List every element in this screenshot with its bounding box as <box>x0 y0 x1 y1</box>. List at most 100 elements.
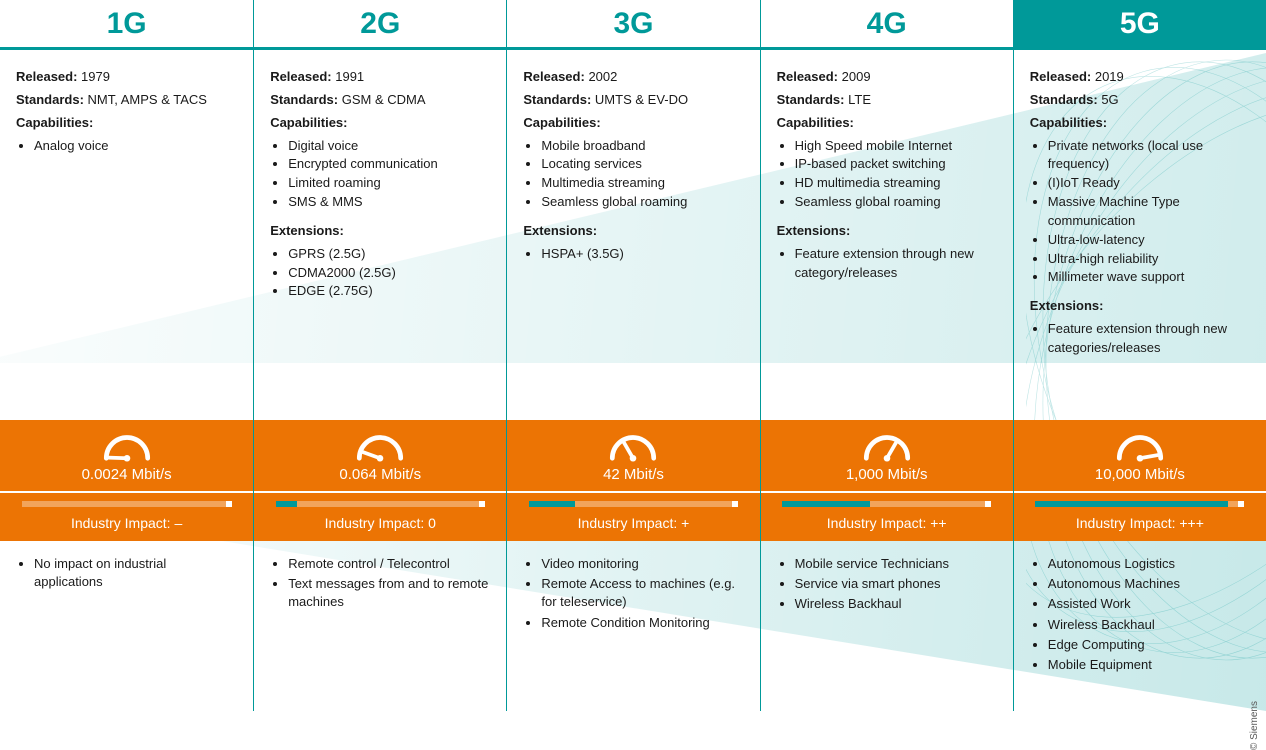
capability-item: High Speed mobile Internet <box>795 137 997 156</box>
extension-item: Feature extension through new category/r… <box>795 245 997 283</box>
released-row: Released: 2009 <box>777 68 997 87</box>
application-item: Autonomous Machines <box>1048 575 1250 593</box>
impact-progress-tip <box>226 501 232 507</box>
released-label: Released: <box>270 69 331 84</box>
details-panel: Released: 1991 Standards: GSM & CDMA Capab… <box>254 50 506 420</box>
released-label: Released: <box>16 69 77 84</box>
impact-label: Industry Impact: 0 <box>264 515 496 531</box>
released-value: 2002 <box>588 69 617 84</box>
impact-label: Industry Impact: +++ <box>1024 515 1256 531</box>
capability-item: Seamless global roaming <box>541 193 743 212</box>
application-item: Text messages from and to remote machine… <box>288 575 490 611</box>
capability-item: Limited roaming <box>288 174 490 193</box>
standards-label: Standards: <box>523 92 591 107</box>
released-row: Released: 2019 <box>1030 68 1250 87</box>
capabilities-list: High Speed mobile InternetIP-based packe… <box>777 137 997 212</box>
applications-list: No impact on industrial applications <box>16 555 237 591</box>
capabilities-label: Capabilities: <box>270 115 347 130</box>
impact-value: – <box>174 515 182 531</box>
capability-item: Mobile broadband <box>541 137 743 156</box>
copyright-text: © Siemens <box>1249 701 1260 750</box>
gauge-icon <box>350 430 410 462</box>
impact-progress <box>276 501 485 507</box>
standards-row: Standards: GSM & CDMA <box>270 91 490 110</box>
released-label: Released: <box>777 69 838 84</box>
details-panel: Released: 2019Standards: 5GCapabilities:… <box>1014 50 1266 420</box>
speed-value: 0.064 Mbit/s <box>262 466 498 483</box>
capabilities-label: Capabilities: <box>16 115 93 130</box>
extensions-label: Extensions: <box>270 223 344 238</box>
application-item: Assisted Work <box>1048 595 1250 613</box>
speed-band: 0.0024 Mbit/s <box>0 420 253 493</box>
impact-label: Industry Impact: ++ <box>771 515 1003 531</box>
details-panel: Released: 2002Standards: UMTS & EV-DOCap… <box>507 50 759 420</box>
standards-row: Standards: LTE <box>777 91 997 110</box>
released-label: Released: <box>523 69 584 84</box>
capability-item: SMS & MMS <box>288 193 490 212</box>
applications-panel: No impact on industrial applications <box>0 541 253 711</box>
capability-item: Millimeter wave support <box>1048 268 1250 287</box>
capability-item: Encrypted communication <box>288 155 490 174</box>
capability-item: HD multimedia streaming <box>795 174 997 193</box>
standards-label: Standards: <box>270 92 338 107</box>
extension-item: CDMA2000 (2.5G) <box>288 264 490 283</box>
standards-label: Standards: <box>777 92 845 107</box>
application-item: Wireless Backhaul <box>1048 616 1250 634</box>
applications-list: Remote control / TelecontrolText message… <box>270 555 490 612</box>
standards-label: Standards: <box>16 92 84 107</box>
applications-panel: Mobile service TechniciansService via sm… <box>761 541 1013 711</box>
application-item: Autonomous Logistics <box>1048 555 1250 573</box>
speed-value: 10,000 Mbit/s <box>1022 466 1258 483</box>
capability-item: IP-based packet switching <box>795 155 997 174</box>
capabilities-row: Capabilities: <box>523 114 743 133</box>
impact-band: Industry Impact: – <box>0 493 253 541</box>
impact-progress-fill <box>276 501 297 507</box>
impact-band: Industry Impact: +++ <box>1014 493 1266 541</box>
standards-row: Standards: NMT, AMPS & TACS <box>16 91 237 110</box>
standards-value: GSM & CDMA <box>342 92 426 107</box>
extensions-row: Extensions: <box>777 222 997 241</box>
generation-column: 2GReleased: 1991Standards: GSM & CDMACap… <box>253 0 506 711</box>
released-row: Released: 1991 <box>270 68 490 87</box>
generation-title: 3G <box>507 0 759 50</box>
capabilities-list: Digital voiceEncrypted communicationLimi… <box>270 137 490 212</box>
released-value: 2019 <box>1095 69 1124 84</box>
speed-band: 42 Mbit/s <box>507 420 759 493</box>
speed-band: 0.064 Mbit/s <box>254 420 506 493</box>
extension-item: EDGE (2.75G) <box>288 282 490 301</box>
capability-item: (I)IoT Ready <box>1048 174 1250 193</box>
applications-list: Autonomous Logistics Autonomous Machines A… <box>1030 555 1250 674</box>
generation-column: 3GReleased: 2002Standards: UMTS & EV-DOC… <box>506 0 759 711</box>
gauge-icon <box>603 430 663 462</box>
details-panel: Released: 2009Standards: LTECapabilities… <box>761 50 1013 420</box>
impact-progress-fill <box>529 501 575 507</box>
impact-band: Industry Impact: + <box>507 493 759 541</box>
capability-item: Analog voice <box>34 137 237 156</box>
extensions-list: Feature extension through new categories… <box>1030 320 1250 358</box>
gauge-icon <box>857 430 917 462</box>
impact-progress-tip <box>732 501 738 507</box>
standards-value: 5G <box>1101 92 1118 107</box>
capability-item: Private networks (local use frequency) <box>1048 137 1250 175</box>
application-item: Mobile Equipment <box>1048 656 1250 674</box>
extensions-row: Extensions: <box>270 222 490 241</box>
generation-title: 4G <box>761 0 1013 50</box>
impact-label: Industry Impact: + <box>517 515 749 531</box>
impact-value: ++ <box>930 515 946 531</box>
speed-value: 1,000 Mbit/s <box>769 466 1005 483</box>
capability-item: Massive Machine Type communication <box>1048 193 1250 231</box>
speed-value: 42 Mbit/s <box>515 466 751 483</box>
application-item: Remote Condition Monitoring <box>541 614 743 632</box>
speed-band: 1,000 Mbit/s <box>761 420 1013 493</box>
extensions-label: Extensions: <box>1030 298 1104 313</box>
speed-value: 0.0024 Mbit/s <box>8 466 245 483</box>
extensions-row: Extensions: <box>523 222 743 241</box>
impact-progress-tip <box>985 501 991 507</box>
applications-list: Mobile service TechniciansService via sm… <box>777 555 997 614</box>
application-item: Service via smart phones <box>795 575 997 593</box>
capability-item: Locating services <box>541 155 743 174</box>
capability-item: Ultra-low-latency <box>1048 231 1250 250</box>
applications-panel: Remote control / TelecontrolText message… <box>254 541 506 711</box>
impact-value: + <box>681 515 689 531</box>
extensions-list: GPRS (2.5G)CDMA2000 (2.5G)EDGE (2.75G) <box>270 245 490 302</box>
